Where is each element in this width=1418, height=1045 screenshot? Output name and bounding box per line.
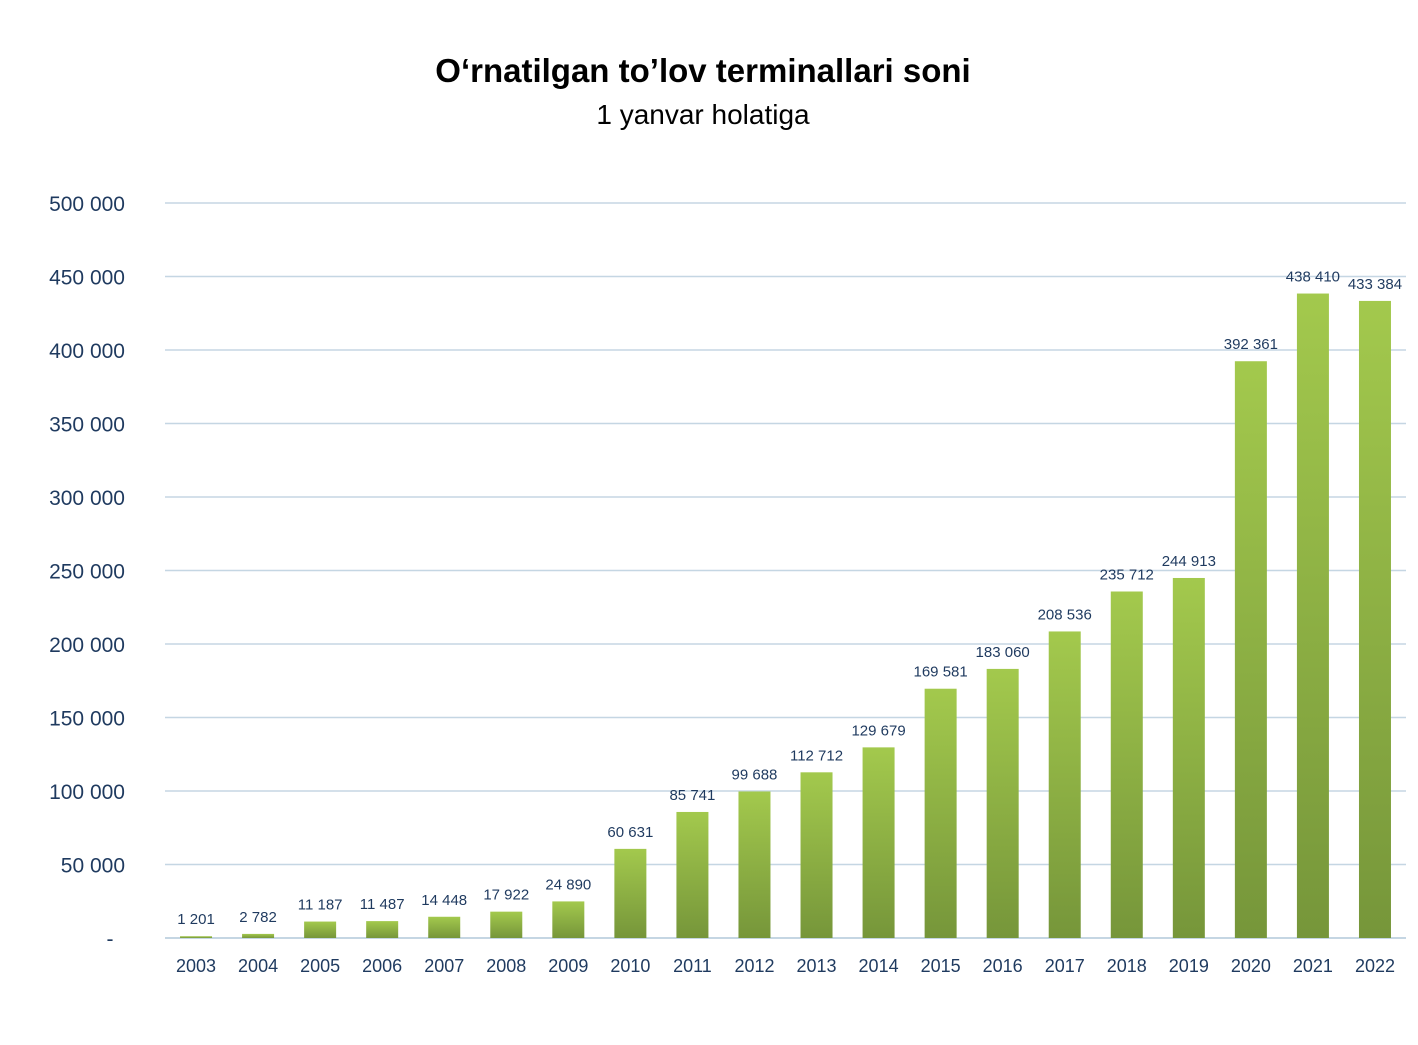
- bar-2008: [490, 911, 523, 938]
- data-label-2010: 60 631: [607, 824, 653, 841]
- x-tick-label-2020: 2020: [1231, 956, 1271, 976]
- y-tick-label: 500 000: [49, 193, 125, 216]
- y-tick-label: 100 000: [49, 781, 125, 804]
- data-label-2014: 129 679: [851, 722, 905, 739]
- y-tick-label: -: [107, 928, 114, 951]
- bar-2005: [304, 921, 337, 938]
- data-label-2004: 2 782: [239, 909, 277, 926]
- data-label-2020: 392 361: [1224, 336, 1278, 353]
- x-tick-label-2018: 2018: [1107, 956, 1147, 976]
- bar-2007: [428, 916, 461, 938]
- x-tick-label-2003: 2003: [176, 956, 216, 976]
- bar-2013: [800, 772, 833, 938]
- data-label-2022: 433 384: [1348, 276, 1402, 293]
- bar-2017: [1048, 631, 1081, 938]
- x-tick-label-2007: 2007: [424, 956, 464, 976]
- y-tick-label: 50 000: [61, 855, 125, 878]
- x-tick-label-2022: 2022: [1355, 956, 1395, 976]
- y-tick-label: 350 000: [49, 414, 125, 437]
- x-tick-label-2015: 2015: [921, 956, 961, 976]
- data-label-2017: 208 536: [1038, 606, 1092, 623]
- data-label-2019: 244 913: [1162, 553, 1216, 570]
- bar-2006: [366, 921, 399, 938]
- y-tick-label: 200 000: [49, 634, 125, 657]
- bar-2018: [1110, 591, 1143, 938]
- bar-2020: [1234, 361, 1267, 938]
- bar-2021: [1296, 293, 1329, 938]
- y-tick-label: 300 000: [49, 487, 125, 510]
- bar-2019: [1172, 577, 1205, 938]
- y-tick-label: 450 000: [49, 267, 125, 290]
- x-tick-label-2016: 2016: [983, 956, 1023, 976]
- x-tick-label-2008: 2008: [486, 956, 526, 976]
- x-tick-label-2005: 2005: [300, 956, 340, 976]
- x-tick-label-2014: 2014: [859, 956, 899, 976]
- bar-2009: [552, 901, 585, 938]
- x-tick-label-2011: 2011: [673, 956, 712, 976]
- x-tick-label-2021: 2021: [1293, 956, 1333, 976]
- data-label-2018: 235 712: [1100, 567, 1154, 584]
- data-label-2012: 99 688: [732, 766, 778, 783]
- bar-2015: [924, 688, 957, 938]
- y-axis: - 50 000 100 000 150 000 200 000 250 000 300 0…: [49, 193, 125, 951]
- bars: [180, 293, 1391, 938]
- chart-subtitle: 1 yanvar holatiga: [596, 99, 810, 130]
- bar-2010: [614, 848, 647, 938]
- bar-2011: [676, 811, 709, 938]
- data-label-2007: 14 448: [421, 892, 467, 909]
- x-tick-label-2012: 2012: [734, 956, 774, 976]
- data-label-2006: 11 487: [360, 896, 405, 913]
- x-tick-label-2006: 2006: [362, 956, 402, 976]
- bar-2016: [986, 668, 1019, 938]
- y-tick-label: 150 000: [49, 708, 125, 731]
- bar-2004: [242, 933, 275, 938]
- data-label-2009: 24 890: [545, 876, 591, 893]
- x-tick-label-2013: 2013: [797, 956, 837, 976]
- bar-2012: [738, 791, 771, 938]
- x-tick-label-2004: 2004: [238, 956, 278, 976]
- data-label-2015: 169 581: [914, 664, 968, 681]
- bar-2014: [862, 747, 895, 938]
- data-label-2013: 112 712: [790, 747, 843, 764]
- bar-2003: [180, 936, 213, 938]
- data-label-2011: 85 741: [669, 787, 715, 804]
- data-label-2008: 17 922: [483, 887, 529, 904]
- x-tick-label-2017: 2017: [1045, 956, 1085, 976]
- data-label-2021: 438 410: [1286, 269, 1340, 286]
- grid-lines: [165, 202, 1406, 939]
- chart-title: O‘rnatilgan to’lov terminallari soni: [435, 52, 971, 89]
- data-label-2016: 183 060: [976, 644, 1030, 661]
- data-labels: 1 201 2 782 11 187 11 487 14 448 17 922 24 890…: [177, 269, 1402, 929]
- x-axis: 2003 2004 2005 2006 2007 2008 2009 2010 2011 2012…: [176, 956, 1395, 976]
- y-tick-label: 400 000: [49, 340, 125, 363]
- x-tick-label-2009: 2009: [548, 956, 588, 976]
- x-tick-label-2019: 2019: [1169, 956, 1209, 976]
- data-label-2003: 1 201: [177, 911, 215, 928]
- data-label-2005: 11 187: [298, 897, 343, 914]
- y-tick-label: 250 000: [49, 561, 125, 584]
- bar-2022: [1358, 300, 1391, 938]
- x-tick-label-2010: 2010: [610, 956, 650, 976]
